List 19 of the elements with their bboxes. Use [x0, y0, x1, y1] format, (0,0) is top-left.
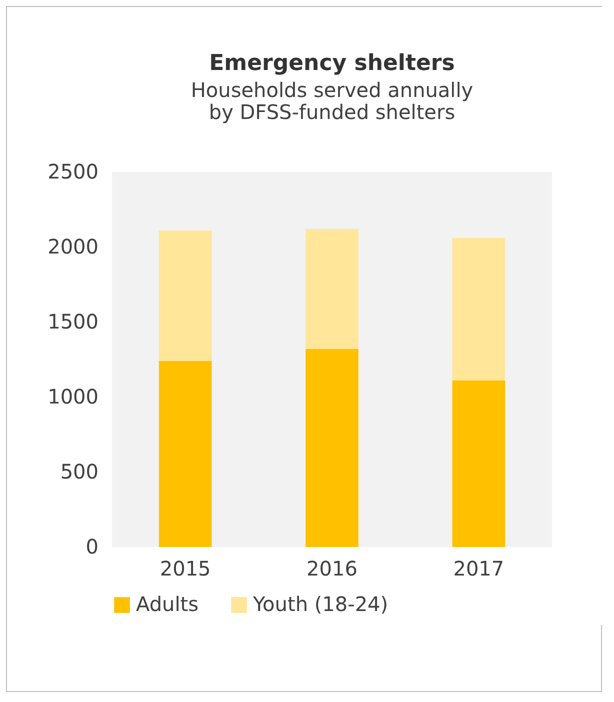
y-tick-label: 1500: [48, 310, 98, 334]
bar: [158, 230, 212, 361]
bar: [306, 229, 358, 349]
bar: [306, 349, 358, 547]
chart-subtitle: Households served annually by DFSS-funded shelters: [190, 78, 474, 124]
x-tick-label: 2017: [453, 556, 504, 580]
y-tick-label: 1000: [48, 384, 98, 408]
y-tick-label: 500: [60, 460, 98, 484]
y-tick-label: 2000: [48, 234, 98, 258]
x-tick-label: 2016: [306, 556, 358, 580]
bar: [452, 380, 506, 547]
legend-label: Adults: [136, 592, 199, 616]
chart-title: Emergency shelters: [209, 51, 455, 76]
y-tick-label: 0: [86, 534, 98, 558]
legend-label: Youth (18-24): [252, 592, 388, 616]
bar: [452, 238, 506, 380]
y-tick-label: 2500: [48, 160, 98, 184]
bar: [158, 361, 212, 547]
x-tick-label: 2015: [160, 556, 211, 580]
